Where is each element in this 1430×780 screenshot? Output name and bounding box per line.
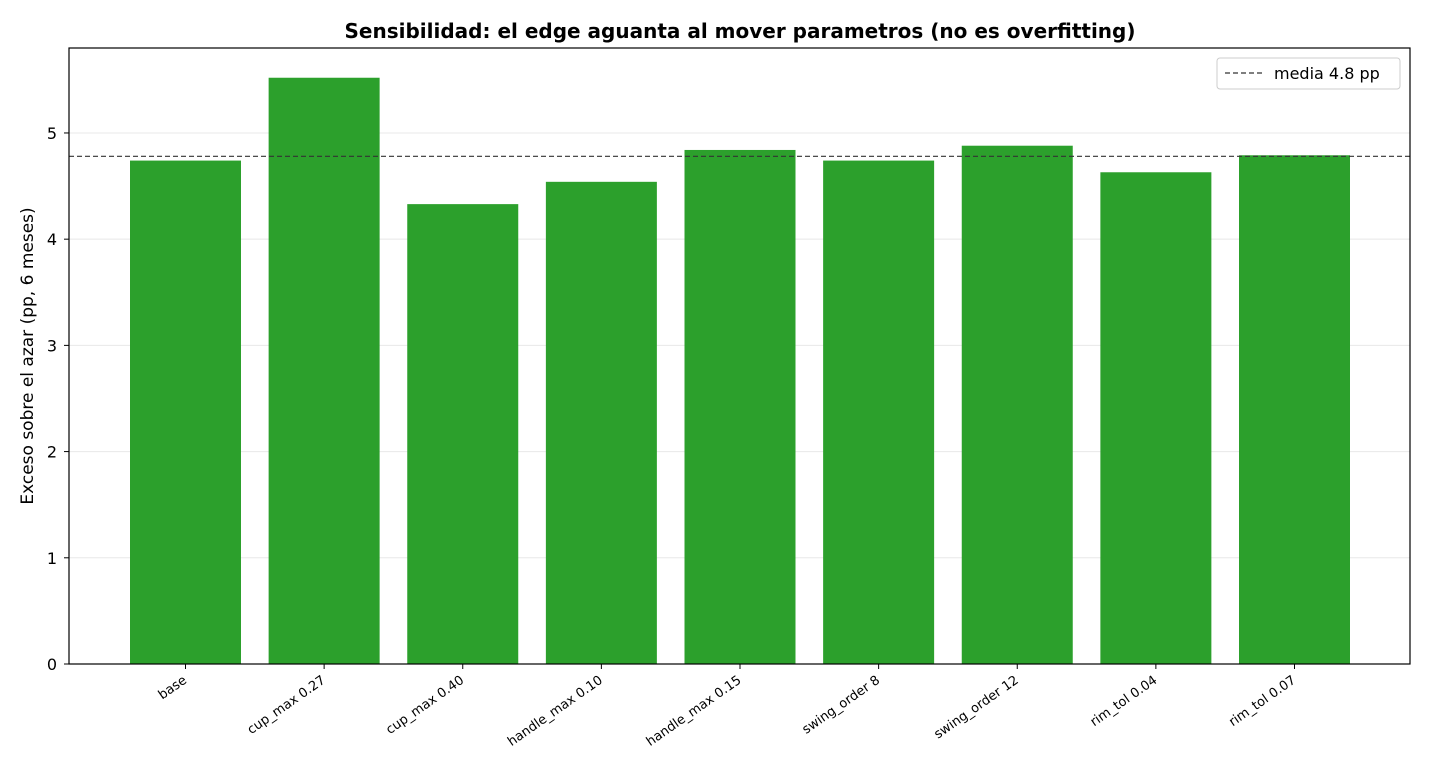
- bars: [130, 77, 1350, 665]
- y-tick-label: 1: [47, 549, 57, 568]
- legend-label: media 4.8 pp: [1274, 64, 1380, 83]
- bar: [823, 160, 935, 664]
- y-tick-label: 5: [47, 124, 57, 143]
- chart-title: Sensibilidad: el edge aguanta al mover p…: [345, 19, 1136, 43]
- y-tick-label: 3: [47, 336, 57, 355]
- x-tick-label: base: [156, 673, 190, 703]
- y-axis-ticks: 0 1 2 3 4 5: [47, 124, 69, 674]
- x-axis-ticks: base cup_max 0.27 cup_max 0.40 handle_max 0…: [156, 664, 1299, 750]
- x-tick-label: rim_tol 0.07: [1226, 673, 1298, 730]
- legend: media 4.8 pp: [1216, 57, 1401, 90]
- bar: [268, 77, 380, 665]
- x-tick-label: handle_max 0.10: [505, 673, 606, 750]
- x-tick-label: swing_order 12: [932, 673, 1022, 742]
- bar: [545, 181, 657, 665]
- x-tick-label: rim_tol 0.04: [1088, 673, 1160, 730]
- x-tick-label: swing_order 8: [800, 673, 883, 738]
- legend-box: [1216, 57, 1401, 90]
- bar: [1100, 172, 1212, 664]
- bar: [961, 145, 1073, 665]
- bar: [130, 160, 241, 664]
- y-axis-label: Exceso sobre el azar (pp, 6 meses): [18, 207, 38, 504]
- x-tick-label: cup_max 0.27: [245, 673, 329, 738]
- x-tick-label: handle_max 0.15: [644, 673, 745, 750]
- bar: [407, 204, 519, 664]
- y-tick-label: 0: [47, 655, 57, 674]
- x-tick-label: cup_max 0.40: [383, 673, 467, 738]
- bar: [1239, 155, 1350, 664]
- y-tick-label: 4: [47, 230, 57, 249]
- y-tick-label: 2: [47, 443, 57, 462]
- bar: [684, 149, 796, 664]
